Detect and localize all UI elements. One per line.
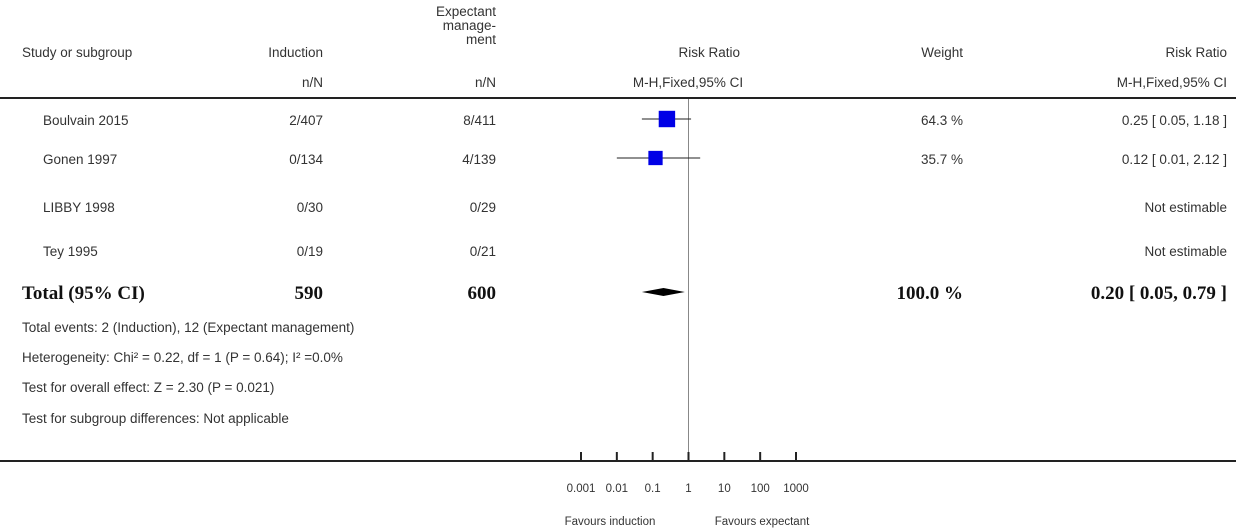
induction-value: 0/134 [289,152,323,167]
header-expectant-3: ment [465,32,496,47]
favours-left-label: Favours induction [564,516,656,528]
expectant-value: 4/139 [462,152,496,167]
header-rule [0,97,1236,99]
expectant-value: 0/29 [469,200,496,215]
axis-tick-label: 0.001 [567,483,596,495]
expectant-value: 8/411 [463,113,496,128]
axis-rule [0,460,1236,462]
header-method: M-H,Fixed,95% CI [632,75,744,90]
axis-tick-label: 10 [718,483,731,495]
footnote-overall: Test for overall effect: Z = 2.30 (P = 0… [22,380,275,395]
header-study: Study or subgroup [22,45,133,60]
weight-value: 64.3 % [920,113,963,128]
header-expectant-1: Expectant [435,4,496,19]
header-expectant-sub: n/N [474,75,496,90]
study-marker [658,110,676,128]
header-risk-ratio-2: Risk Ratio [1165,45,1227,60]
ci-value: 0.12 [ 0.01, 2.12 ] [1121,152,1227,167]
induction-value: 0/30 [296,200,323,215]
study-name: Tey 1995 [43,244,98,259]
axis-tick-label: 1 [685,483,691,495]
header-expectant-2: manage- [442,18,496,33]
axis-tick-label: 0.01 [606,483,628,495]
pooled-diamond [641,288,685,296]
header-risk-ratio: Risk Ratio [678,45,740,60]
study-marker [648,150,663,166]
header-induction: Induction [268,45,323,60]
weight-value: 35.7 % [920,152,963,167]
footnote-events: Total events: 2 (Induction), 12 (Expecta… [22,320,355,335]
induction-value: 0/19 [296,244,323,259]
induction-value: 2/407 [289,113,323,128]
axis-tick-label: 1000 [783,483,809,495]
header-method-2: M-H,Fixed,95% CI [1116,75,1227,90]
header-induction-sub: n/N [301,75,323,90]
study-name: Boulvain 2015 [43,113,129,128]
ci-value: Not estimable [1144,200,1227,215]
total-label: Total (95% CI) [22,283,145,304]
favours-right-label: Favours expectant [714,516,810,528]
footnote-subgroup: Test for subgroup differences: Not appli… [22,411,289,426]
ci-value: 0.25 [ 0.05, 1.18 ] [1121,113,1227,128]
total-induction: 590 [294,283,324,304]
axis-tick-label: 100 [751,483,770,495]
total-ci: 0.20 [ 0.05, 0.79 ] [1090,283,1227,304]
ci-value: Not estimable [1144,244,1227,259]
study-name: Gonen 1997 [43,152,118,167]
total-weight: 100.0 % [896,283,964,304]
header-weight: Weight [921,45,963,60]
total-expectant: 600 [467,283,497,304]
footnote-heterogeneity: Heterogeneity: Chi² = 0.22, df = 1 (P = … [22,350,343,365]
study-name: LIBBY 1998 [43,200,115,215]
expectant-value: 0/21 [469,244,496,259]
axis-tick-label: 0.1 [645,483,661,495]
